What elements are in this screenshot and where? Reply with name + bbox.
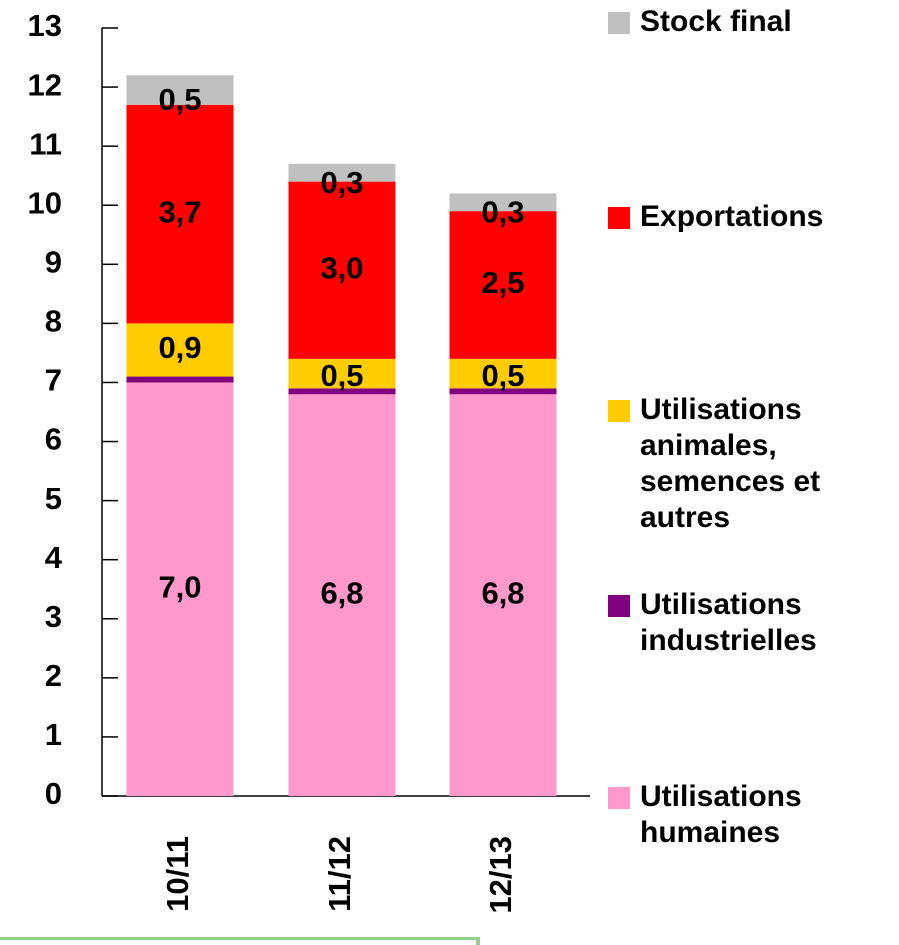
legend-item: Exportations [608,199,868,235]
legend-label: Stock final [640,5,792,38]
bar-segment [449,388,557,395]
y-tick-label: 6 [45,422,62,457]
legend-swatch [608,12,630,34]
legend-label: Utilisations animales, semences et autre… [640,393,821,534]
x-tick-label: 11/12 [322,836,357,912]
value-label: 3,0 [320,250,363,285]
bar-segment [449,211,557,359]
y-tick-label: 4 [45,540,63,575]
y-tick-label: 7 [45,363,62,398]
bar-segment [449,358,557,389]
legend-item: Utilisations humaines [608,779,868,851]
decor-bar-inner [0,940,476,945]
bar-segment [449,193,557,212]
bar-segment [126,376,234,383]
y-tick-label: 1 [45,717,62,752]
value-label: 2,5 [481,265,524,300]
bar-segment [126,382,234,796]
bar-segment [288,163,396,182]
value-label: 6,8 [320,575,363,610]
y-tick-label: 13 [28,8,62,43]
legend-item: Utilisations industrielles [608,587,868,659]
value-label: 6,8 [481,575,524,610]
value-label: 0,5 [158,82,201,117]
value-label: 0,5 [320,358,363,393]
x-tick-label: 12/13 [483,836,518,914]
y-tick-label: 8 [45,304,62,339]
value-label: 0,5 [481,358,524,393]
y-tick-label: 9 [45,244,62,279]
bar-segment [288,181,396,359]
legend-swatch [608,207,630,229]
bar-segment [126,104,234,324]
bar-segment [288,394,396,796]
y-tick-label: 3 [45,599,62,634]
value-label: 3,7 [158,194,201,229]
y-tick-label: 12 [28,67,62,102]
legend-item: Stock final [608,4,868,40]
value-label: 0,3 [481,194,524,229]
value-label: 0,3 [320,165,363,200]
y-tick-label: 0 [45,776,62,811]
bar-segment [288,388,396,395]
value-label: 7,0 [158,569,201,604]
legend-swatch [608,400,630,422]
legend-label: Utilisations industrielles [640,588,817,657]
legend-label: Utilisations humaines [640,780,802,849]
bar-segment [288,358,396,389]
bar-segment [126,75,234,105]
y-tick-label: 2 [45,658,62,693]
bar-segment [449,394,557,796]
value-label: 0,9 [158,330,201,365]
y-tick-label: 10 [28,185,62,220]
legend-label: Exportations [640,200,824,233]
y-tick-label: 5 [45,481,62,516]
bar-segment [126,323,234,377]
legend-item: Utilisations animales, semences et autre… [608,392,868,536]
legend-swatch [608,595,630,617]
y-tick-label: 11 [29,126,62,161]
legend-swatch [608,787,630,809]
x-tick-label: 10/11 [160,836,195,912]
